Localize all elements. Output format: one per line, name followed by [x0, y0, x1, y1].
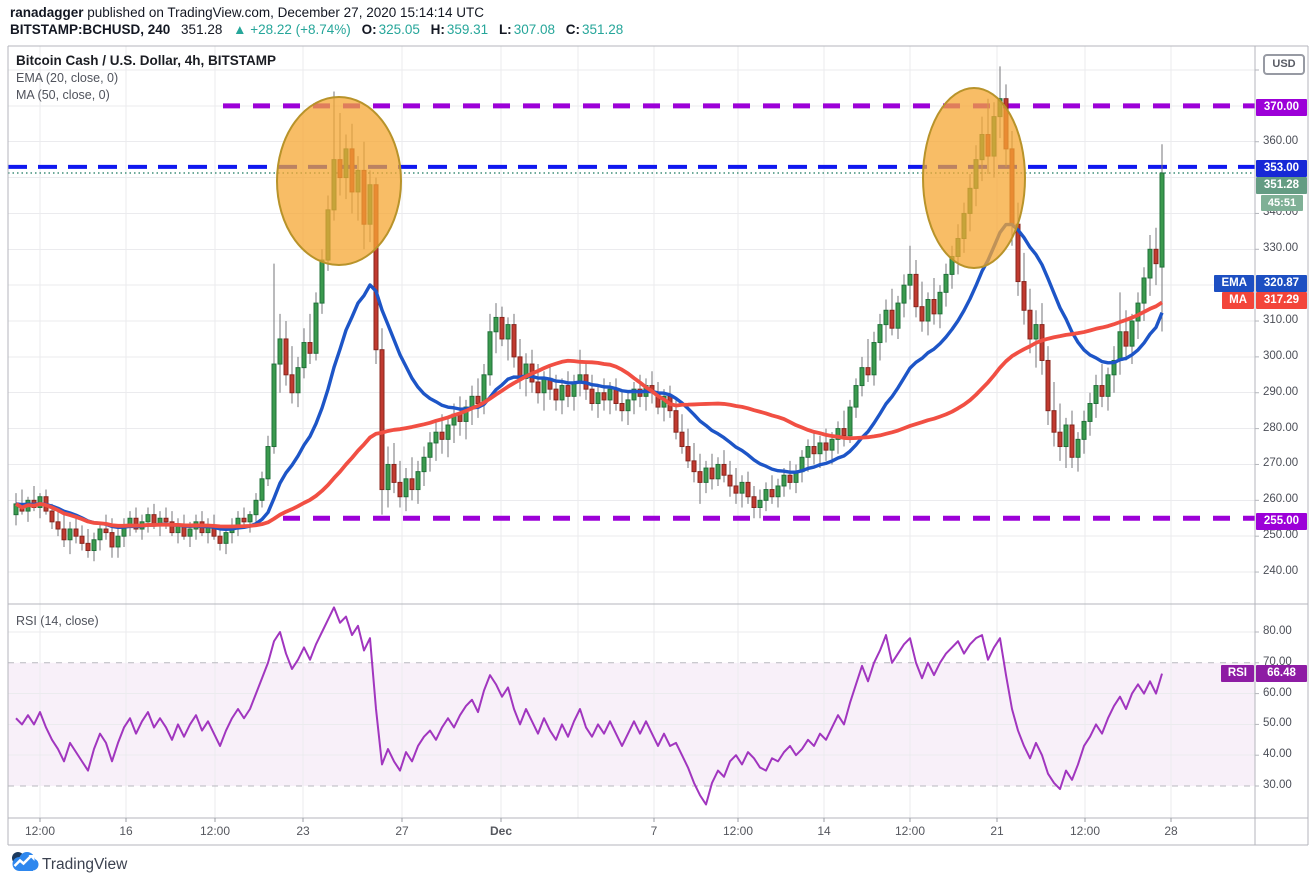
time-tick-label: 7: [650, 824, 658, 838]
time-tick-label: 16: [119, 824, 133, 838]
axis-ticks: [39, 69, 1259, 822]
rsi-tick-label: 40.00: [1263, 748, 1292, 761]
price-badge-255: 255.00: [1256, 512, 1307, 530]
time-tick-label: 12:00: [722, 824, 754, 838]
rsi-tag-badge: RSI: [1220, 664, 1254, 682]
rsi-legend: RSI (14, close): [16, 614, 99, 628]
brand-name: TradingView: [42, 856, 128, 873]
chart-legend: Bitcoin Cash / U.S. Dollar, 4h, BITSTAMP…: [16, 53, 276, 102]
rsi-tick-label: 60.00: [1263, 686, 1292, 699]
price-badge-353: 353.00: [1256, 159, 1307, 177]
price-tick-label: 290.00: [1263, 385, 1299, 398]
price-badge-370: 370.00: [1256, 98, 1307, 116]
price-change: ▲ +28.22 (+8.74%): [233, 22, 351, 37]
tradingview-logo[interactable]: [9, 850, 39, 874]
price-tick-label: 360.00: [1263, 134, 1299, 147]
symbol-name: BITSTAMP:BCHUSD, 240: [10, 22, 171, 37]
countdown-badge: 45:51: [1261, 194, 1303, 211]
footer: TradingView: [9, 850, 127, 878]
time-tick-label: Dec: [489, 824, 513, 838]
price-tick-label: 250.00: [1263, 529, 1299, 542]
time-tick-label: 23: [296, 824, 310, 838]
price-tick-label: 270.00: [1263, 457, 1299, 470]
time-tick-label: 14: [817, 824, 831, 838]
publish-info: ranadagger published on TradingView.com,…: [10, 5, 484, 20]
ma-legend: MA (50, close, 0): [16, 88, 110, 102]
ema-tag-badge: EMA: [1214, 274, 1254, 292]
time-tick-label: 12:00: [199, 824, 231, 838]
price-tick-label: 300.00: [1263, 349, 1299, 362]
time-tick-label: 12:00: [1069, 824, 1101, 838]
price-tick-label: 260.00: [1263, 493, 1299, 506]
last-price: 351.28: [181, 22, 223, 37]
rsi-tick-label: 50.00: [1263, 717, 1292, 730]
symbol-info-bar: BITSTAMP:BCHUSD, 240 351.28 ▲ +28.22 (+8…: [10, 22, 623, 37]
time-tick-label: 21: [990, 824, 1004, 838]
low-value: 307.08: [513, 22, 555, 37]
currency-toggle[interactable]: USD: [1263, 54, 1305, 75]
high-value: 359.31: [446, 22, 489, 37]
last-price-badge: 351.28: [1256, 176, 1307, 194]
time-tick-label: 28: [1164, 824, 1178, 838]
level-lines[interactable]: [8, 103, 1255, 521]
rsi-value-badge: 66.48: [1256, 664, 1307, 682]
rsi-tick-label: 80.00: [1263, 625, 1292, 637]
time-tick-label: 12:00: [894, 824, 926, 838]
ma-value-badge: 317.29: [1256, 291, 1307, 309]
close-label: C:: [565, 22, 580, 37]
open-value: 325.05: [378, 22, 420, 37]
open-label: O:: [361, 22, 377, 37]
time-tick-label: 27: [395, 824, 409, 838]
highlight-ellipse[interactable]: [276, 96, 402, 266]
highlight-ellipse[interactable]: [922, 87, 1026, 269]
price-tick-label: 310.00: [1263, 314, 1299, 327]
time-tick-label: 12:00: [24, 824, 56, 838]
high-label: H:: [430, 22, 445, 37]
ema-value-badge: 320.87: [1256, 274, 1307, 292]
low-label: L:: [498, 22, 512, 37]
price-tick-label: 240.00: [1263, 565, 1299, 578]
close-value: 351.28: [582, 22, 624, 37]
ma-line: [15, 300, 1164, 529]
rsi-line: [15, 606, 1163, 806]
rsi-tick-label: 30.00: [1263, 779, 1292, 791]
author-name: ranadagger: [10, 5, 84, 20]
price-tick-label: 330.00: [1263, 242, 1299, 255]
ema-legend: EMA (20, close, 0): [16, 71, 119, 85]
chart-frame: [7, 45, 1309, 846]
publish-text: published on TradingView.com, December 2…: [83, 5, 485, 20]
chart-title: Bitcoin Cash / U.S. Dollar, 4h, BITSTAMP: [16, 53, 277, 68]
ma-tag-badge: MA: [1222, 291, 1254, 309]
price-tick-label: 280.00: [1263, 421, 1299, 434]
